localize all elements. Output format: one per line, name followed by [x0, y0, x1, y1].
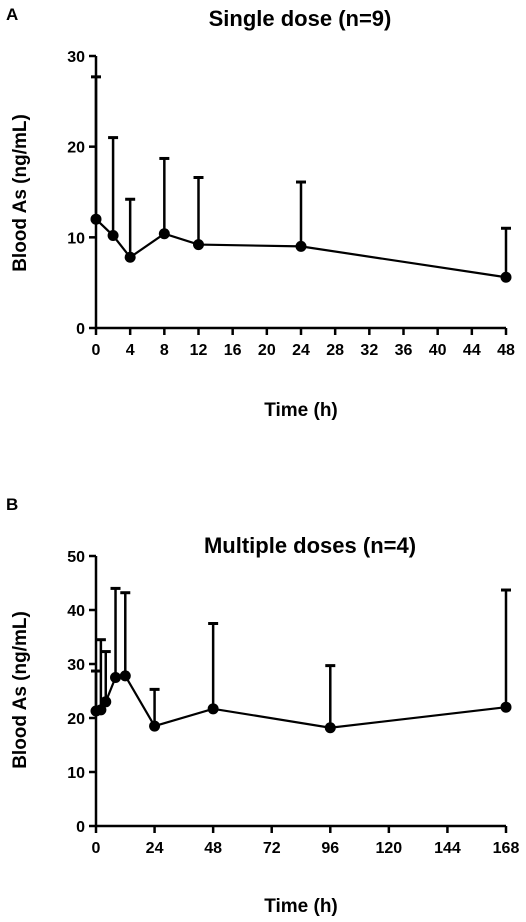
panel-a-y-tick-label: 0 [76, 321, 85, 338]
panel-a-x-tick-label: 28 [326, 342, 344, 359]
panel-a-x-tick-label: 0 [92, 342, 101, 359]
panel-b-data-point [500, 701, 512, 713]
panel-a-data-point [500, 271, 512, 283]
panel-b-x-tick-label: 144 [434, 840, 461, 857]
panel-b-y-tick-label: 0 [76, 819, 85, 836]
panel-b-data-point [119, 670, 131, 682]
panel-a-y-tick-label: 30 [67, 49, 85, 66]
panel-a-x-tick-label: 16 [224, 342, 242, 359]
panel-a-data-point [90, 213, 102, 225]
panel-b-x-tick-label: 24 [146, 840, 164, 857]
panel-a-title: Single dose (n=9) [209, 6, 392, 31]
panel-b-x-tick-label: 48 [204, 840, 222, 857]
panel-a-xlabel: Time (h) [264, 400, 338, 421]
panel-a-data-point [107, 230, 119, 242]
panel-b-x-tick-label: 168 [493, 840, 520, 857]
panel-b-x-tick-label: 96 [321, 840, 339, 857]
panel-b-y-tick-label: 40 [67, 603, 85, 620]
panel-a-data-point [193, 239, 204, 251]
panel-a-data-point [124, 251, 136, 263]
panel-b-x-tick-label: 0 [92, 840, 101, 857]
panel-b-ylabel: Blood As (ng/mL) [10, 611, 31, 769]
panel-b-x-tick-label: 72 [263, 840, 281, 857]
panel-b-title: Multiple doses (n=4) [204, 533, 416, 558]
panel-b: B Multiple doses (n=4) Blood As (ng/mL) … [6, 495, 519, 917]
panel-a-x-tick-label: 40 [429, 342, 447, 359]
panel-a-y-tick-label: 10 [67, 230, 85, 247]
panel-a-ylabel: Blood As (ng/mL) [10, 114, 31, 272]
panel-b-data-point [110, 672, 122, 683]
panel-b-data-point [324, 722, 336, 734]
panel-b-y-tick-label: 30 [67, 657, 85, 674]
panel-b-plot: 0 10 20 30 40 50 0 24 48 72 96 120 144 168 [67, 549, 519, 857]
panel-a-data-point [295, 240, 307, 252]
panel-a-x-tick-label: 32 [360, 342, 378, 359]
panel-b-data-point [100, 696, 112, 708]
panel-b-xlabel: Time (h) [264, 896, 338, 917]
panel-b-y-tick-label: 10 [67, 765, 85, 782]
panel-a-x-tick-label: 4 [126, 342, 135, 359]
panel-b-series-line [95, 674, 507, 729]
panel-b-data-point [95, 704, 107, 716]
panel-a: A Single dose (n=9) Blood As (ng/mL) Tim… [6, 5, 515, 421]
panel-b-y-tick-label: 50 [67, 549, 85, 566]
panel-a-x-tick-label: 12 [190, 342, 208, 359]
panel-a-letter: A [6, 5, 18, 24]
panel-a-y-tick-label: 20 [67, 140, 85, 157]
panel-b-data-point [207, 703, 219, 715]
panel-a-x-tick-label: 48 [497, 342, 515, 359]
panel-a-x-tick-label: 44 [463, 342, 481, 359]
panel-a-x-tick-label: 8 [160, 342, 169, 359]
panel-a-x-tick-label: 24 [292, 342, 310, 359]
panel-a-data-point [158, 228, 170, 240]
panel-b-x-tick-label: 120 [376, 840, 403, 857]
panel-a-x-tick-label: 36 [395, 342, 413, 359]
panel-a-x-tick-label: 20 [258, 342, 276, 359]
panel-b-y-tick-label: 20 [67, 711, 85, 728]
panel-b-data-point [149, 720, 161, 732]
panel-b-letter: B [6, 495, 18, 514]
